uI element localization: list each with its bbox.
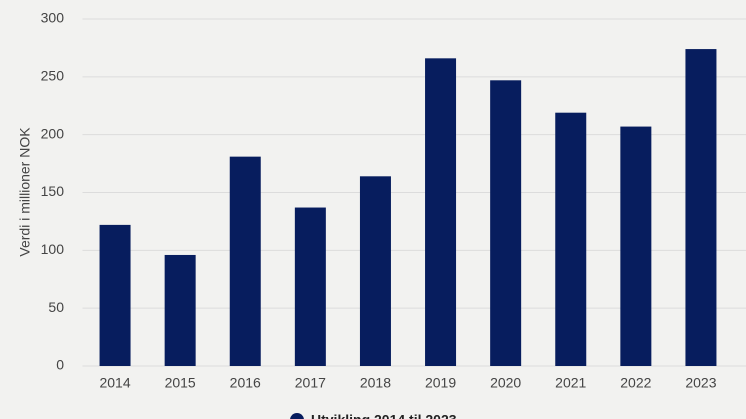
- x-tick-label: 2017: [295, 375, 326, 391]
- x-tick-label: 2015: [165, 375, 196, 391]
- x-tick-label: 2018: [360, 375, 391, 391]
- legend-swatch: [290, 413, 304, 419]
- x-tick-label: 2021: [555, 375, 586, 391]
- x-tick-label: 2022: [620, 375, 651, 391]
- y-tick-label: 100: [41, 241, 65, 257]
- y-tick-label: 150: [41, 183, 65, 199]
- x-tick-label: 2019: [425, 375, 456, 391]
- x-tick-label: 2014: [99, 375, 130, 391]
- bar: [229, 156, 261, 366]
- bar: [555, 112, 587, 366]
- bar: [294, 207, 326, 366]
- bar: [99, 224, 131, 366]
- bar: [164, 254, 196, 366]
- bar: [685, 49, 717, 366]
- y-tick-label: 300: [41, 10, 65, 26]
- bar: [490, 80, 522, 366]
- y-tick-label: 50: [48, 299, 64, 315]
- x-tick-label: 2016: [230, 375, 261, 391]
- x-tick-label: 2020: [490, 375, 521, 391]
- y-tick-label: 250: [41, 68, 65, 84]
- x-tick-label: 2023: [685, 375, 716, 391]
- bar: [425, 58, 457, 367]
- y-axis-label: Verdi i millioner NOK: [17, 127, 33, 257]
- bar: [620, 126, 652, 366]
- y-tick-label: 0: [56, 357, 64, 373]
- bar: [359, 176, 391, 366]
- legend-label: Utvikling 2014 til 2023: [311, 412, 457, 419]
- y-tick-label: 200: [41, 125, 65, 141]
